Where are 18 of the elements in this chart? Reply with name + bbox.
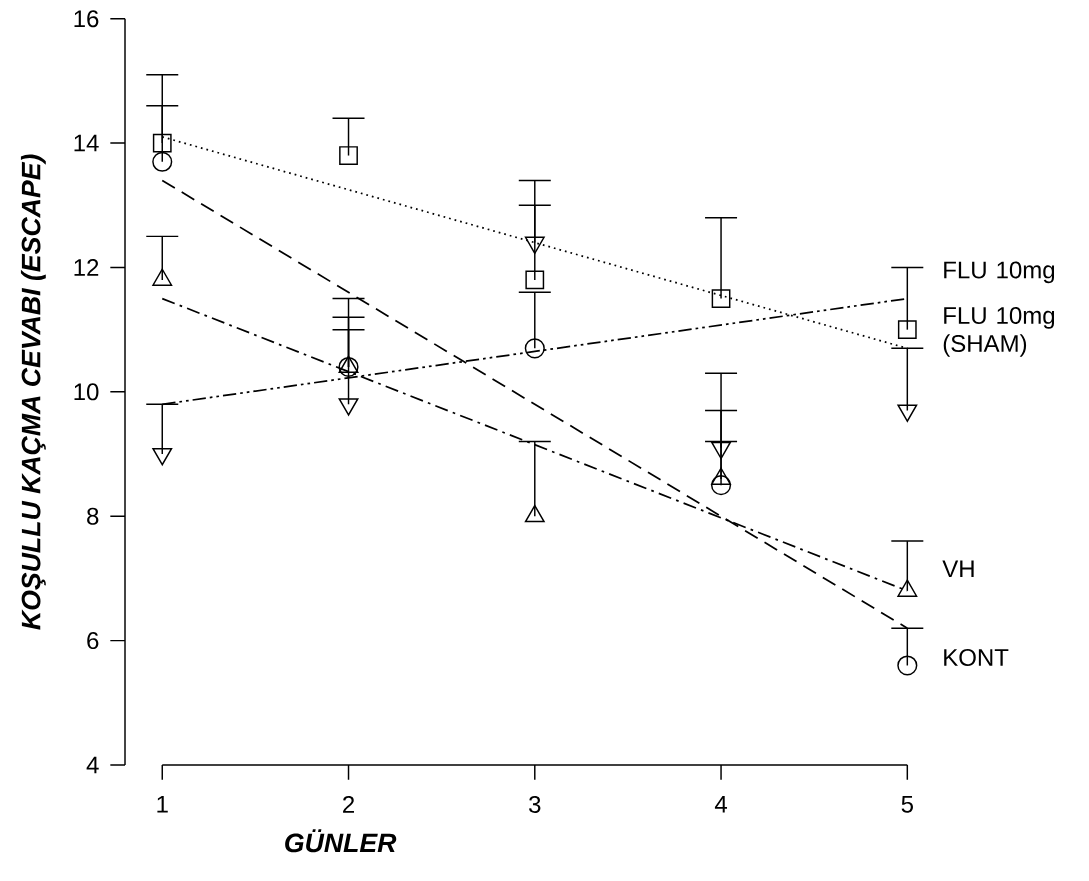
x-tick-label: 5 — [901, 795, 913, 813]
series-label: FLU 10mg — [944, 261, 1055, 284]
x-tick-label: 3 — [529, 795, 541, 813]
y-tick-label: 16 — [74, 10, 99, 28]
y-tick-label: 8 — [87, 507, 99, 525]
x-tick-label: 2 — [343, 795, 354, 813]
y-axis-title: KOŞULLU KAÇMA CEVABI (ESCAPE) — [20, 154, 46, 630]
y-tick-label: 6 — [87, 632, 99, 650]
series-label: VH — [942, 560, 974, 578]
x-tick-label: 1 — [157, 795, 168, 813]
y-tick-label: 12 — [74, 259, 99, 276]
text: FLU 10mg (SHAM) — [943, 306, 1055, 357]
y-tick-label: 4 — [86, 756, 99, 774]
y-tick-label: 10 — [74, 383, 99, 401]
y-tick-label: 14 — [74, 134, 99, 152]
series-label: KONT — [944, 648, 1009, 666]
x-tick-label: 4 — [714, 795, 728, 813]
x-axis-title: GÜNLER — [285, 829, 397, 853]
